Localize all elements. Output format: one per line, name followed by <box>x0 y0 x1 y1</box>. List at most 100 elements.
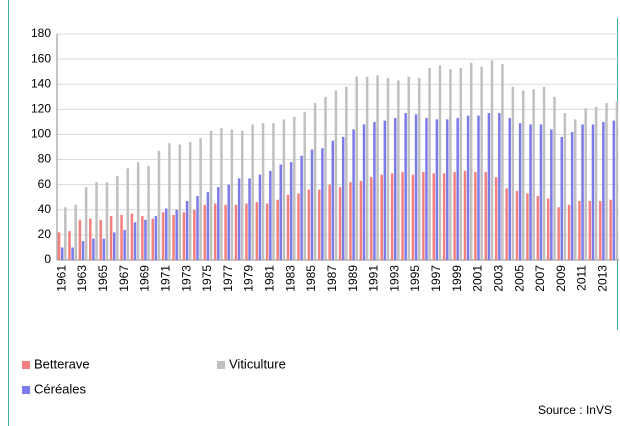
x-tick-label: 1989 <box>346 265 360 292</box>
bar <box>438 65 442 260</box>
bar <box>193 209 196 260</box>
bar <box>255 202 259 260</box>
x-tick-label: 2005 <box>512 265 526 292</box>
x-tick-label: 1981 <box>263 265 277 292</box>
bar <box>480 66 483 261</box>
bar <box>401 172 404 260</box>
bar <box>321 148 324 260</box>
bar <box>588 200 592 260</box>
source: Source : InVS <box>538 403 612 417</box>
bar <box>64 207 67 260</box>
bar <box>365 76 369 260</box>
bar <box>95 182 98 260</box>
bar <box>310 149 314 260</box>
bar <box>404 113 407 260</box>
legend-swatch <box>22 386 30 394</box>
bar <box>508 118 511 260</box>
bar <box>511 86 515 260</box>
bar <box>123 229 126 260</box>
bar <box>57 232 61 260</box>
bar <box>574 119 577 260</box>
x-tick-label: 1965 <box>96 265 110 292</box>
bar <box>456 118 459 260</box>
bar <box>224 204 227 260</box>
bar <box>130 213 134 260</box>
bar <box>505 188 508 260</box>
bar <box>112 232 116 260</box>
bar <box>522 90 525 260</box>
x-tick-label: 1997 <box>429 265 443 292</box>
bar <box>168 143 171 260</box>
bar <box>89 218 92 260</box>
bar <box>474 172 477 260</box>
bar <box>182 212 186 260</box>
bar <box>293 116 296 260</box>
x-tick-label: 2009 <box>554 265 568 292</box>
bar <box>196 195 199 260</box>
bar <box>297 193 300 260</box>
bar <box>563 113 567 260</box>
bar <box>172 214 175 260</box>
bar <box>116 175 119 260</box>
bar <box>251 124 254 261</box>
bar <box>178 144 182 260</box>
bar <box>425 118 428 260</box>
bar <box>230 129 234 260</box>
x-tick-label: 1967 <box>117 265 131 292</box>
bar <box>546 198 550 260</box>
y-tick-label: 80 <box>38 152 52 166</box>
x-tick-label: 1991 <box>367 265 381 292</box>
bar <box>463 170 467 260</box>
bar <box>120 214 123 260</box>
bar <box>428 67 431 261</box>
bar <box>469 62 473 260</box>
bar <box>269 170 272 260</box>
bar <box>501 64 504 260</box>
bar <box>567 204 571 260</box>
bar <box>557 207 560 260</box>
x-tick-label: 1993 <box>387 265 401 292</box>
bar <box>584 108 587 260</box>
bar <box>453 172 456 260</box>
bar <box>248 178 251 260</box>
x-tick-label: 1999 <box>450 265 464 292</box>
bar <box>300 155 303 260</box>
bar <box>442 173 446 260</box>
bar <box>199 138 202 260</box>
bar <box>92 238 95 260</box>
bar <box>188 141 192 260</box>
x-tick-label: 1985 <box>304 265 318 292</box>
bar <box>407 76 411 260</box>
x-tick-label: 1969 <box>138 265 152 292</box>
bar <box>446 119 449 260</box>
bar <box>355 76 358 260</box>
bar <box>99 219 102 260</box>
bar <box>237 178 241 260</box>
x-tick-label: 1995 <box>408 265 422 292</box>
bar <box>213 203 217 260</box>
bar <box>397 80 400 260</box>
bar <box>417 77 421 260</box>
bar <box>370 177 373 260</box>
x-tick-label: 1973 <box>179 265 193 292</box>
bar <box>126 168 130 260</box>
bar <box>550 129 553 260</box>
bar <box>594 106 598 260</box>
bar <box>393 118 397 260</box>
x-tick-label: 1983 <box>283 265 297 292</box>
bar <box>599 200 602 260</box>
x-tick-label: 1987 <box>325 265 339 292</box>
bar <box>376 75 379 260</box>
bar <box>175 209 178 260</box>
bar <box>245 203 248 260</box>
legend-swatch <box>22 361 30 369</box>
bar <box>209 130 213 260</box>
bar <box>161 212 165 260</box>
bar <box>529 124 532 261</box>
bar <box>289 162 293 260</box>
bar <box>490 60 494 260</box>
x-tick-label: 1975 <box>200 265 214 292</box>
x-tick-label: 1971 <box>158 265 172 292</box>
x-tick-label: 1963 <box>75 265 89 292</box>
